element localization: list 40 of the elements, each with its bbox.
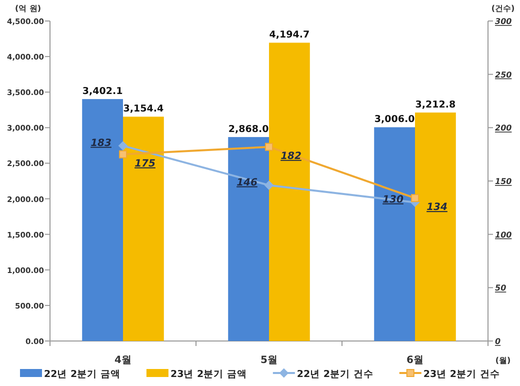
y2-axis-title: (건수) — [491, 4, 515, 13]
point — [119, 150, 127, 158]
point — [118, 141, 128, 150]
x-tick-label: 4월 — [114, 355, 132, 366]
bar — [123, 116, 164, 341]
data-label: 3,006.0 — [374, 114, 416, 126]
y2-tick-label: 150 — [495, 177, 512, 186]
legend-label: 23년 2분기 금액 — [170, 369, 247, 380]
y2-tick-label: 300 — [495, 17, 512, 26]
y2-tick-label: 50 — [495, 284, 507, 293]
y2-tick-label: 0 — [495, 337, 501, 346]
point — [264, 180, 274, 190]
data-label: 3,154.4 — [123, 104, 164, 115]
y2-tick-label: 250 — [495, 70, 512, 80]
data-label: 130 — [382, 194, 404, 206]
y2-tick-label: 100 — [495, 230, 512, 240]
legend-label: 23년 2분기 건수 — [423, 369, 500, 380]
data-label: 182 — [280, 150, 302, 162]
x-tick-label: 5월 — [260, 355, 278, 366]
bar — [374, 127, 415, 341]
data-label: 134 — [426, 202, 448, 214]
data-label: 2,868.0 — [228, 124, 270, 136]
bar — [228, 137, 269, 341]
point — [265, 142, 273, 151]
legend-label: 22년 2분기 금액 — [44, 369, 120, 380]
data-label: 175 — [134, 158, 156, 170]
data-label: 3,402.1 — [82, 86, 123, 98]
x-axis-title: (월) — [495, 356, 511, 365]
data-label: 146 — [236, 177, 258, 188]
x-tick-label: 6월 — [406, 355, 424, 366]
bar — [415, 112, 456, 341]
y2-tick-label: 200 — [495, 124, 512, 133]
bar — [269, 42, 310, 341]
data-label: 3,212.8 — [415, 100, 456, 111]
data-label: 183 — [90, 138, 112, 149]
y-axis-title: (억 원) — [14, 4, 42, 13]
legend-label: 22년 2분기 건수 — [296, 369, 374, 380]
point — [411, 194, 419, 202]
bar — [82, 99, 123, 341]
data-label: 4,194.7 — [269, 30, 310, 41]
